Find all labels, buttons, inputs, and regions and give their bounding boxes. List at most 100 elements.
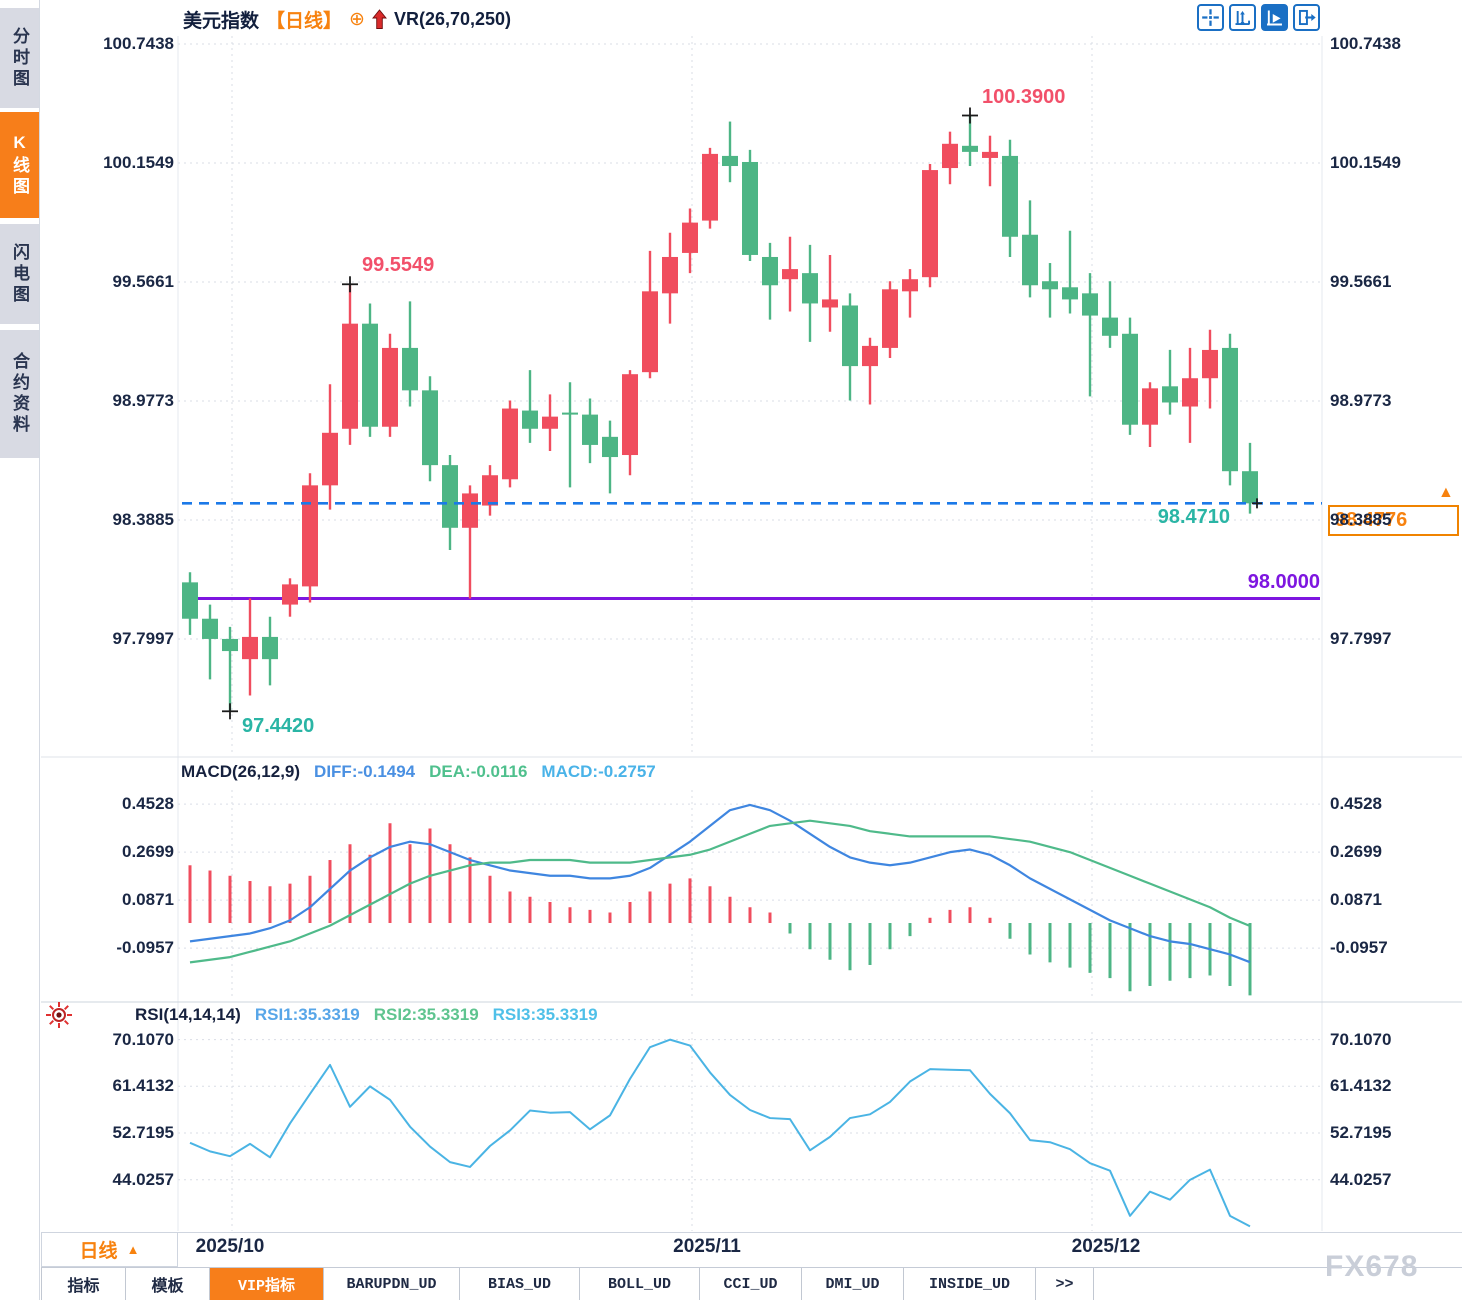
- chart-toolbar: [1197, 4, 1320, 31]
- alert-sun-icon[interactable]: [44, 1000, 74, 1030]
- candle-body: [942, 143, 958, 169]
- candle-body: [962, 145, 978, 152]
- candle-body: [882, 289, 898, 348]
- bottom-tab-3[interactable]: VIP指标: [210, 1268, 324, 1300]
- candle-body: [1202, 349, 1218, 379]
- bottom-tab-1[interactable]: 指标: [42, 1268, 126, 1300]
- sidebar-tab-4[interactable]: 合约资料: [0, 330, 39, 458]
- pointer-axis-icon[interactable]: [1261, 4, 1288, 31]
- rsi2-value: RSI2:35.3319: [373, 1005, 479, 1024]
- candle-body: [182, 582, 198, 619]
- candle-body: [582, 414, 598, 445]
- price-axis-label-right: 100.1549: [1330, 153, 1401, 172]
- add-overlay-icon[interactable]: ⊕: [349, 9, 365, 30]
- bottom-tab-10[interactable]: >>: [1036, 1268, 1094, 1300]
- macd-axis-label-left: 0.4528: [122, 794, 174, 814]
- macd-axis-label-left: -0.0957: [116, 938, 174, 958]
- sidebar-tab-1[interactable]: 分时图: [0, 8, 39, 108]
- sidebar-tab-2[interactable]: K线图: [0, 112, 39, 218]
- price-annotation: 100.3900: [982, 85, 1066, 108]
- macd-panel-header: MACD(26,12,9) DIFF:-0.1494 DEA:-0.0116 M…: [181, 762, 656, 782]
- period-selector-button[interactable]: 日线 ▲: [41, 1232, 178, 1267]
- period-selector-label: 日线: [79, 1241, 118, 1262]
- current-price-tag: 98.4776: [1328, 505, 1459, 536]
- candle-body: [402, 347, 418, 391]
- sidebar-tab-3[interactable]: 闪电图: [0, 224, 39, 324]
- rsi-axis-label-right: 61.4132: [1330, 1076, 1392, 1096]
- macd-macd-value: MACD:-0.2757: [541, 762, 656, 781]
- candle-body: [702, 153, 718, 221]
- candle-body: [562, 412, 578, 415]
- price-axis-label-left: 99.5661: [112, 272, 174, 291]
- bottom-tab-2[interactable]: 模板: [126, 1268, 210, 1300]
- bottom-tab-4[interactable]: BARUPDN_UD: [324, 1268, 460, 1300]
- bottom-tab-6[interactable]: BOLL_UD: [580, 1268, 700, 1300]
- candle-body: [822, 299, 838, 308]
- rsi-axis-label-left: 44.0257: [112, 1169, 174, 1189]
- price-axis-label-left: 98.3885: [112, 510, 174, 529]
- price-annotation: 97.4420: [242, 715, 315, 738]
- exit-panel-icon[interactable]: [1293, 4, 1320, 31]
- rsi-axis-label-right: 70.1070: [1330, 1029, 1392, 1049]
- candle-body: [1122, 333, 1138, 425]
- current-price-value: 98.4776: [1335, 509, 1408, 531]
- period-tag[interactable]: 【日线】: [266, 11, 343, 32]
- x-axis-strip: [41, 1232, 1462, 1267]
- rsi-axis-label-right: 44.0257: [1330, 1169, 1392, 1189]
- symbol-name: 美元指数: [183, 11, 260, 32]
- rsi-axis-label-left: 52.7195: [112, 1123, 174, 1142]
- candle-body: [1022, 234, 1038, 286]
- triangle-up-icon: ▲: [126, 1242, 140, 1257]
- candle-body: [242, 636, 258, 660]
- bottom-tab-5[interactable]: BIAS_UD: [460, 1268, 580, 1300]
- price-axis-label-left: 98.9773: [112, 391, 174, 410]
- candle-body: [1082, 293, 1098, 316]
- candle-body: [382, 347, 398, 427]
- candle-body: [202, 618, 218, 639]
- price-up-arrow-icon: ▲: [1438, 484, 1454, 501]
- macd-diff-value: DIFF:-0.1494: [314, 762, 416, 781]
- price-axis-label-right: 98.3885: [1330, 510, 1392, 529]
- candle-body: [422, 390, 438, 466]
- price-axis-label-right: 98.9773: [1330, 391, 1392, 410]
- candle-body: [1102, 317, 1118, 336]
- rsi-axis-label-left: 70.1070: [112, 1029, 174, 1049]
- indicator-tab-bar: 指标 模板 VIP指标 BARUPDN_UD BIAS_UD BOLL_UD CCI_UD D…: [41, 1267, 1462, 1300]
- candle-body: [982, 151, 998, 158]
- candle-body: [602, 436, 618, 458]
- candle-body: [1222, 347, 1238, 472]
- candle-body: [362, 323, 378, 427]
- macd-dea-value: DEA:-0.0116: [429, 762, 528, 781]
- candle-body: [1062, 287, 1078, 300]
- candle-body: [842, 305, 858, 367]
- bottom-tab-8[interactable]: DMI_UD: [802, 1268, 904, 1300]
- bottom-tab-9[interactable]: INSIDE_UD: [904, 1268, 1036, 1300]
- rsi-panel-header: RSI(14,14,14) RSI1:35.3319 RSI2:35.3319 …: [135, 1005, 598, 1025]
- overlay-indicator-label[interactable]: VR(26,70,250): [393, 9, 512, 29]
- price-axis-label-left: 100.7438: [103, 33, 174, 53]
- crosshair-move-icon[interactable]: [1197, 4, 1224, 31]
- price-annotation: 99.5549: [362, 254, 435, 277]
- rsi1-value: RSI1:35.3319: [254, 1005, 360, 1024]
- macd-axis-label-right: -0.0957: [1330, 938, 1388, 958]
- macd-dea-line: [189, 819, 1251, 964]
- price-annotation: 98.4710: [1157, 506, 1230, 529]
- candle-body: [922, 170, 938, 278]
- x-axis-label: 2025/12: [1071, 1236, 1141, 1257]
- candle-body: [522, 410, 538, 429]
- bottom-tab-7[interactable]: CCI_UD: [700, 1268, 802, 1300]
- candle-body: [482, 475, 498, 506]
- axis-scale-icon[interactable]: [1229, 4, 1256, 31]
- macd-axis-label-right: 0.4528: [1330, 794, 1382, 814]
- rsi-axis-label-left: 61.4132: [112, 1076, 174, 1096]
- price-axis-label-right: 97.7997: [1330, 629, 1392, 648]
- candle-body: [902, 279, 918, 292]
- candle-body: [862, 345, 878, 367]
- candle-body: [1042, 281, 1058, 290]
- candle-body: [622, 374, 638, 456]
- support-line-label: 98.0000: [1247, 570, 1320, 593]
- candle-body: [502, 408, 518, 480]
- candle-body: [262, 636, 278, 660]
- x-axis-label: 2025/10: [195, 1236, 265, 1257]
